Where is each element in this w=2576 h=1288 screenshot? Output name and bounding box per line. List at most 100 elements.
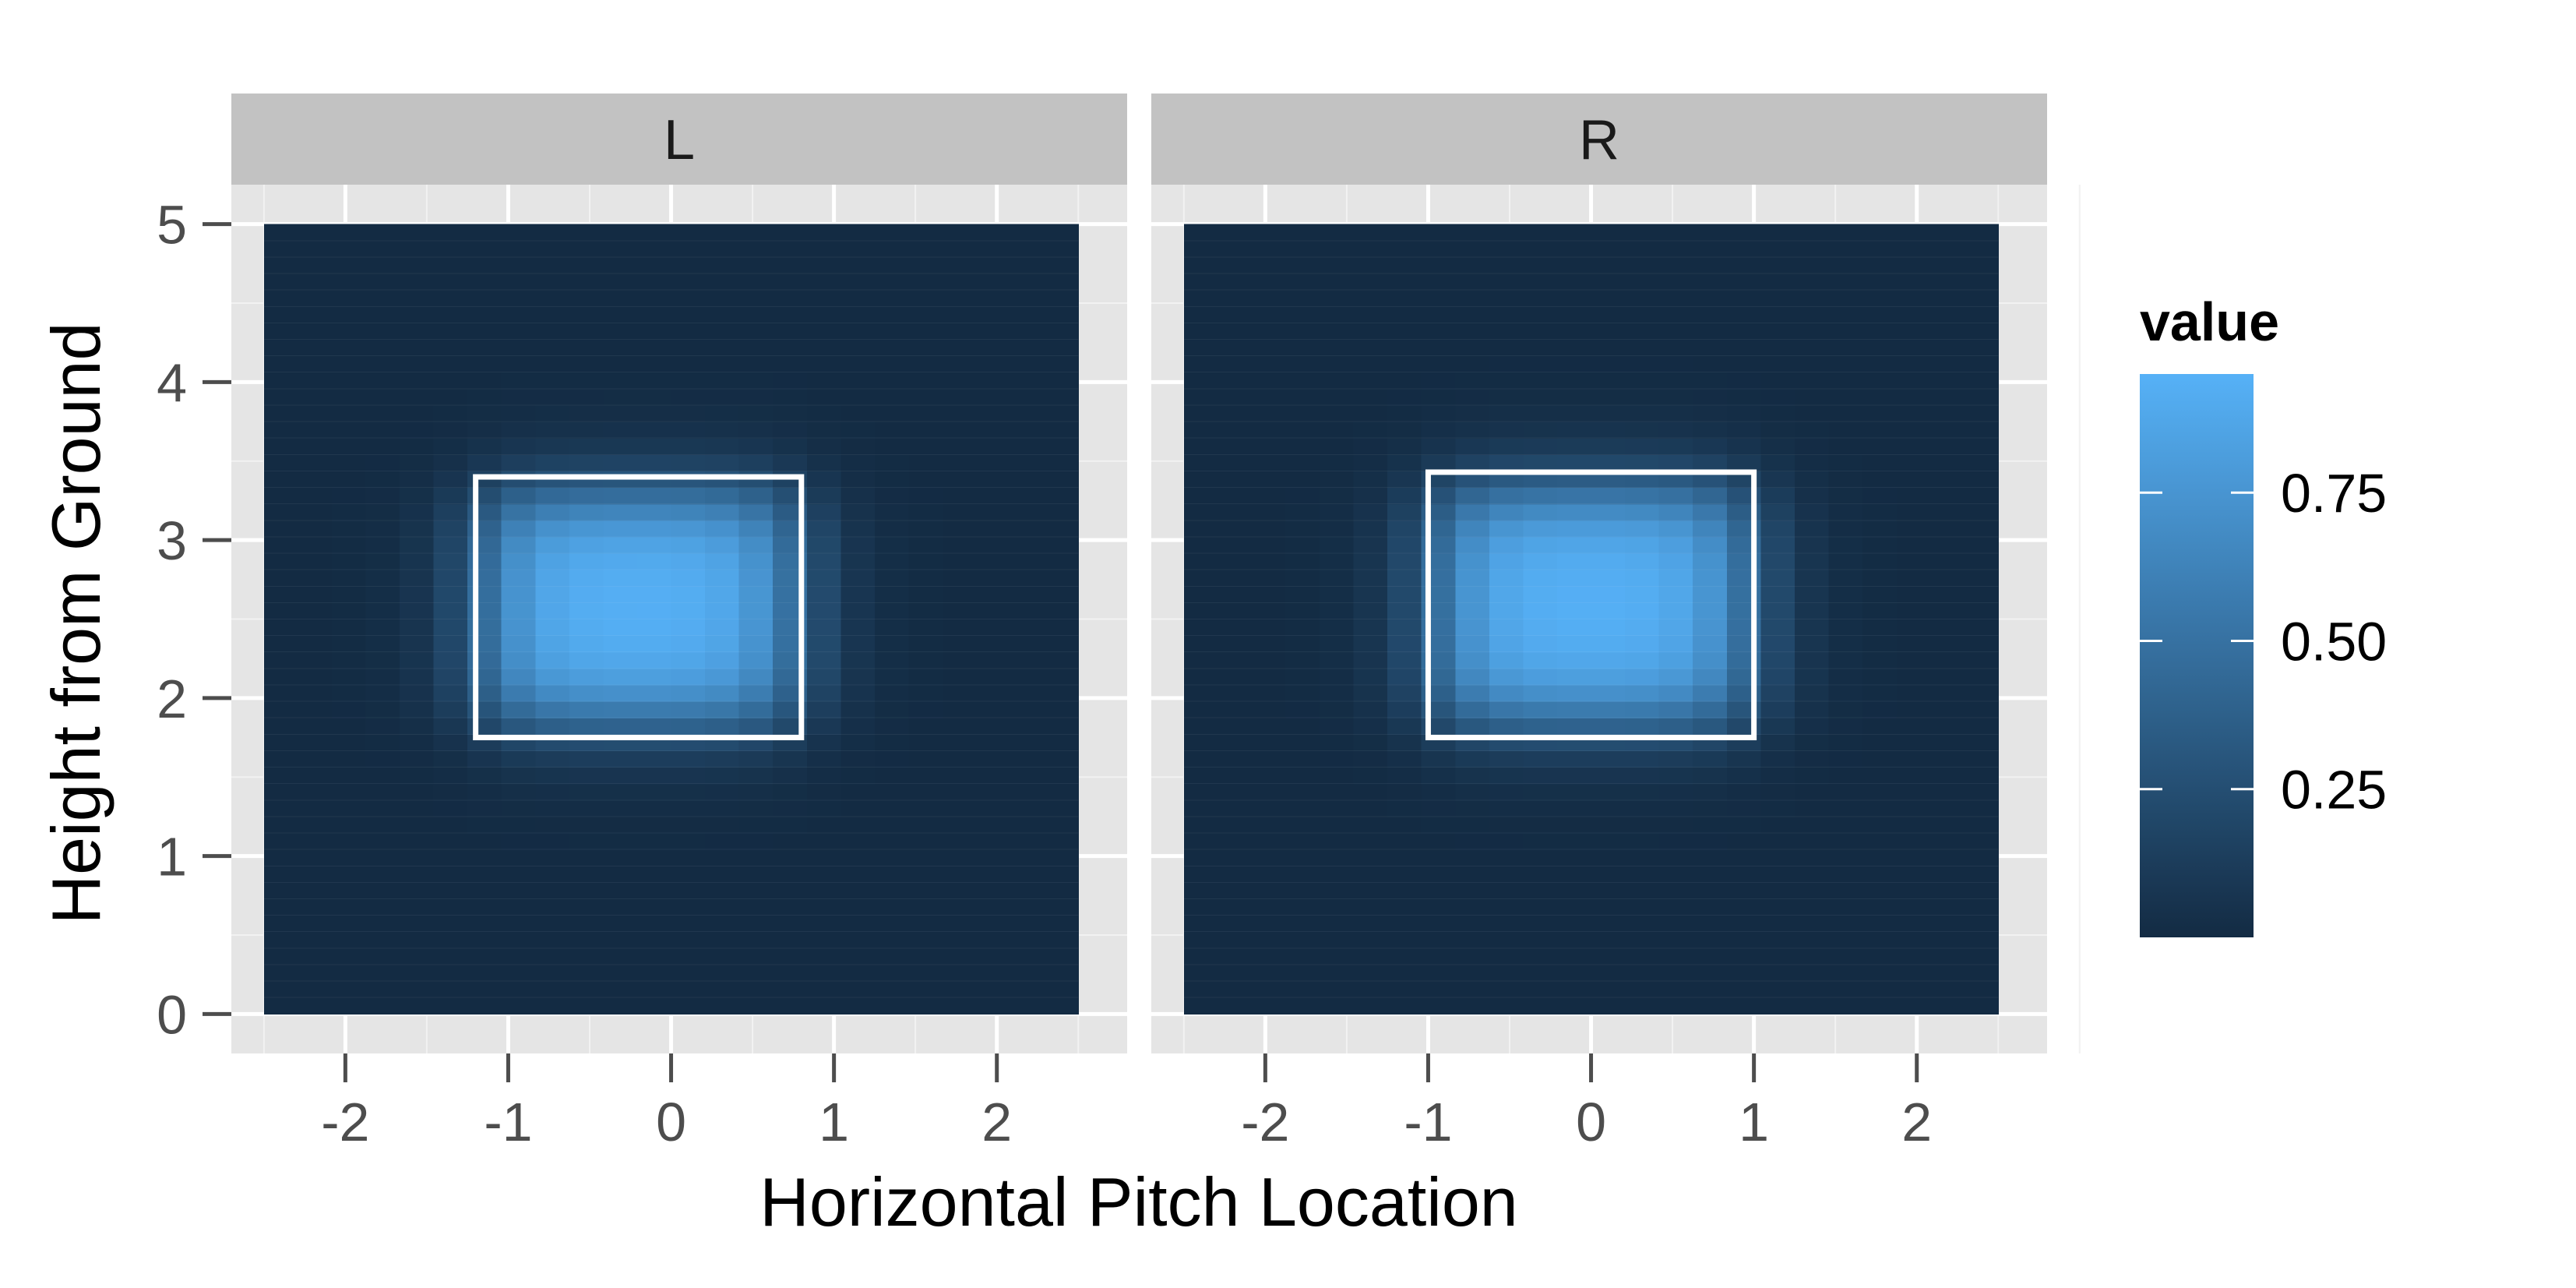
heatmap-tile: [1896, 964, 1931, 982]
heatmap-tile: [1421, 849, 1456, 866]
heatmap-tile: [535, 849, 570, 866]
heatmap-tile: [1523, 570, 1558, 587]
heatmap-tile: [331, 997, 367, 1015]
heatmap-tile: [1523, 816, 1558, 834]
heatmap-tile: [908, 388, 943, 406]
heatmap-tile: [738, 718, 774, 735]
heatmap-tile: [636, 931, 672, 949]
heatmap-tile: [603, 849, 638, 866]
heatmap-tile: [1591, 997, 1626, 1015]
heatmap-tile: [1964, 783, 1999, 801]
heatmap-tile: [263, 651, 298, 669]
heatmap-tile: [400, 997, 435, 1015]
heatmap-tile: [908, 898, 943, 916]
heatmap-tile: [943, 882, 978, 900]
heatmap-tile: [671, 355, 706, 373]
heatmap-tile: [1044, 734, 1079, 752]
heatmap-tile: [1251, 799, 1287, 817]
heatmap-tile: [298, 684, 333, 702]
heatmap-tile: [1183, 619, 1218, 637]
heatmap-tile: [603, 750, 638, 768]
heatmap-tile: [874, 372, 910, 390]
heatmap-tile: [1353, 273, 1388, 291]
heatmap-tile: [1862, 668, 1898, 686]
heatmap-tile: [1862, 536, 1898, 554]
heatmap-tile: [943, 816, 978, 834]
heatmap-tile: [569, 898, 604, 916]
heatmap-tile: [1930, 454, 1965, 472]
heatmap-tile: [943, 273, 978, 291]
heatmap-tile: [501, 898, 536, 916]
heatmap-tile: [1353, 388, 1388, 406]
heatmap-tile: [705, 224, 740, 242]
heatmap-tile: [535, 668, 570, 686]
heatmap-tile: [331, 256, 367, 274]
heatmap-tile: [603, 454, 638, 472]
heatmap-tile: [1183, 701, 1218, 718]
heatmap-tile: [1183, 503, 1218, 521]
heatmap-tile: [1760, 783, 1795, 801]
heatmap-tile: [1218, 256, 1253, 274]
heatmap-tile: [1010, 438, 1045, 455]
heatmap-tile: [908, 503, 943, 521]
heatmap-tile: [400, 224, 435, 242]
heatmap-tile: [908, 668, 943, 686]
heatmap-tile: [1387, 635, 1422, 653]
heatmap-tile: [874, 323, 910, 341]
heatmap-tile: [1285, 306, 1320, 323]
heatmap-tile: [976, 915, 1011, 933]
heatmap-tile: [1862, 767, 1898, 785]
heatmap-tile: [1387, 915, 1422, 933]
heatmap-tile: [298, 388, 333, 406]
heatmap-tile: [1387, 454, 1422, 472]
heatmap-tile: [331, 619, 367, 637]
heatmap-tile: [1693, 487, 1728, 505]
heatmap-tile: [1353, 898, 1388, 916]
heatmap-tile: [1523, 404, 1558, 422]
heatmap-tile: [1010, 372, 1045, 390]
heatmap-tile: [263, 783, 298, 801]
heatmap-tile: [1828, 947, 1863, 965]
heatmap-tile: [1183, 388, 1218, 406]
heatmap-tile: [1523, 290, 1558, 307]
heatmap-tile: [943, 355, 978, 373]
heatmap-tile: [1489, 635, 1524, 653]
heatmap-tile: [1625, 651, 1660, 669]
heatmap-tile: [806, 256, 841, 274]
heatmap-tile: [874, 536, 910, 554]
heatmap-tile: [1044, 323, 1079, 341]
heatmap-tile: [738, 487, 774, 505]
heatmap-tile: [1625, 635, 1660, 653]
heatmap-tile: [1556, 520, 1592, 538]
heatmap-tile: [365, 882, 400, 900]
heatmap-tile: [1591, 471, 1626, 489]
heatmap-tile: [1862, 882, 1898, 900]
heatmap-tile: [908, 882, 943, 900]
heatmap-tile: [1353, 290, 1388, 307]
heatmap-tile: [1930, 964, 1965, 982]
heatmap-tile: [1421, 882, 1456, 900]
heatmap-tile: [1285, 454, 1320, 472]
heatmap-tile: [1556, 503, 1592, 521]
heatmap-tile: [1320, 372, 1355, 390]
heatmap-tile: [331, 931, 367, 949]
heatmap-tile: [1726, 256, 1761, 274]
heatmap-tile: [773, 273, 808, 291]
heatmap-tile: [501, 635, 536, 653]
heatmap-tile: [1760, 799, 1795, 817]
heatmap-tile: [1285, 372, 1320, 390]
heatmap-tile: [1862, 701, 1898, 718]
heatmap-tile: [1044, 701, 1079, 718]
heatmap-tile: [1794, 290, 1830, 307]
heatmap-tile: [671, 256, 706, 274]
heatmap-tile: [1387, 718, 1422, 735]
heatmap-tile: [1183, 224, 1218, 242]
heatmap-tile: [298, 602, 333, 620]
heatmap-tile: [1183, 931, 1218, 949]
heatmap-tile: [1010, 816, 1045, 834]
heatmap-tile: [1658, 635, 1693, 653]
heatmap-tile: [263, 849, 298, 866]
heatmap-tile: [467, 256, 502, 274]
heatmap-tile: [976, 306, 1011, 323]
heatmap-tile: [1251, 947, 1287, 965]
